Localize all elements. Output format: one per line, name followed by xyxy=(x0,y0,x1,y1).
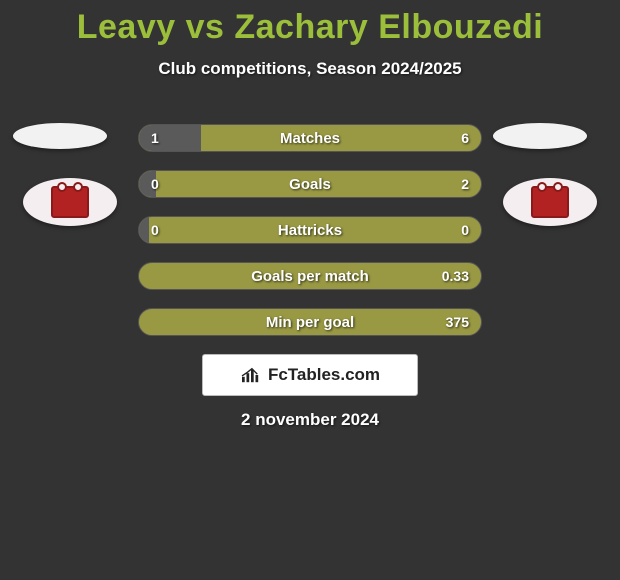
stat-label: Goals xyxy=(139,171,481,197)
stat-bar: Goals per match0.33 xyxy=(138,262,482,290)
stat-right-value: 2 xyxy=(449,171,481,197)
bars-chart-icon xyxy=(240,366,262,384)
stat-right-value: 0 xyxy=(449,217,481,243)
stat-right-value: 0.33 xyxy=(430,263,481,289)
stat-bar: 0Goals2 xyxy=(138,170,482,198)
logo-text: FcTables.com xyxy=(268,365,380,385)
stat-label: Min per goal xyxy=(139,309,481,335)
page-title: Leavy vs Zachary Elbouzedi xyxy=(0,0,620,47)
stat-right-value: 375 xyxy=(434,309,481,335)
stat-right-value: 6 xyxy=(449,125,481,151)
stat-bar: 1Matches6 xyxy=(138,124,482,152)
stat-bar: 0Hattricks0 xyxy=(138,216,482,244)
stats-bars: 1Matches60Goals20Hattricks0Goals per mat… xyxy=(138,124,482,354)
player2-avatar xyxy=(493,123,587,149)
stat-bar: Min per goal375 xyxy=(138,308,482,336)
player2-club-badge xyxy=(503,178,597,226)
stat-label: Matches xyxy=(139,125,481,151)
stat-label: Hattricks xyxy=(139,217,481,243)
player1-avatar xyxy=(13,123,107,149)
fctables-logo[interactable]: FcTables.com xyxy=(202,354,418,396)
snapshot-date: 2 november 2024 xyxy=(0,410,620,430)
subtitle: Club competitions, Season 2024/2025 xyxy=(0,59,620,79)
player1-club-badge xyxy=(23,178,117,226)
